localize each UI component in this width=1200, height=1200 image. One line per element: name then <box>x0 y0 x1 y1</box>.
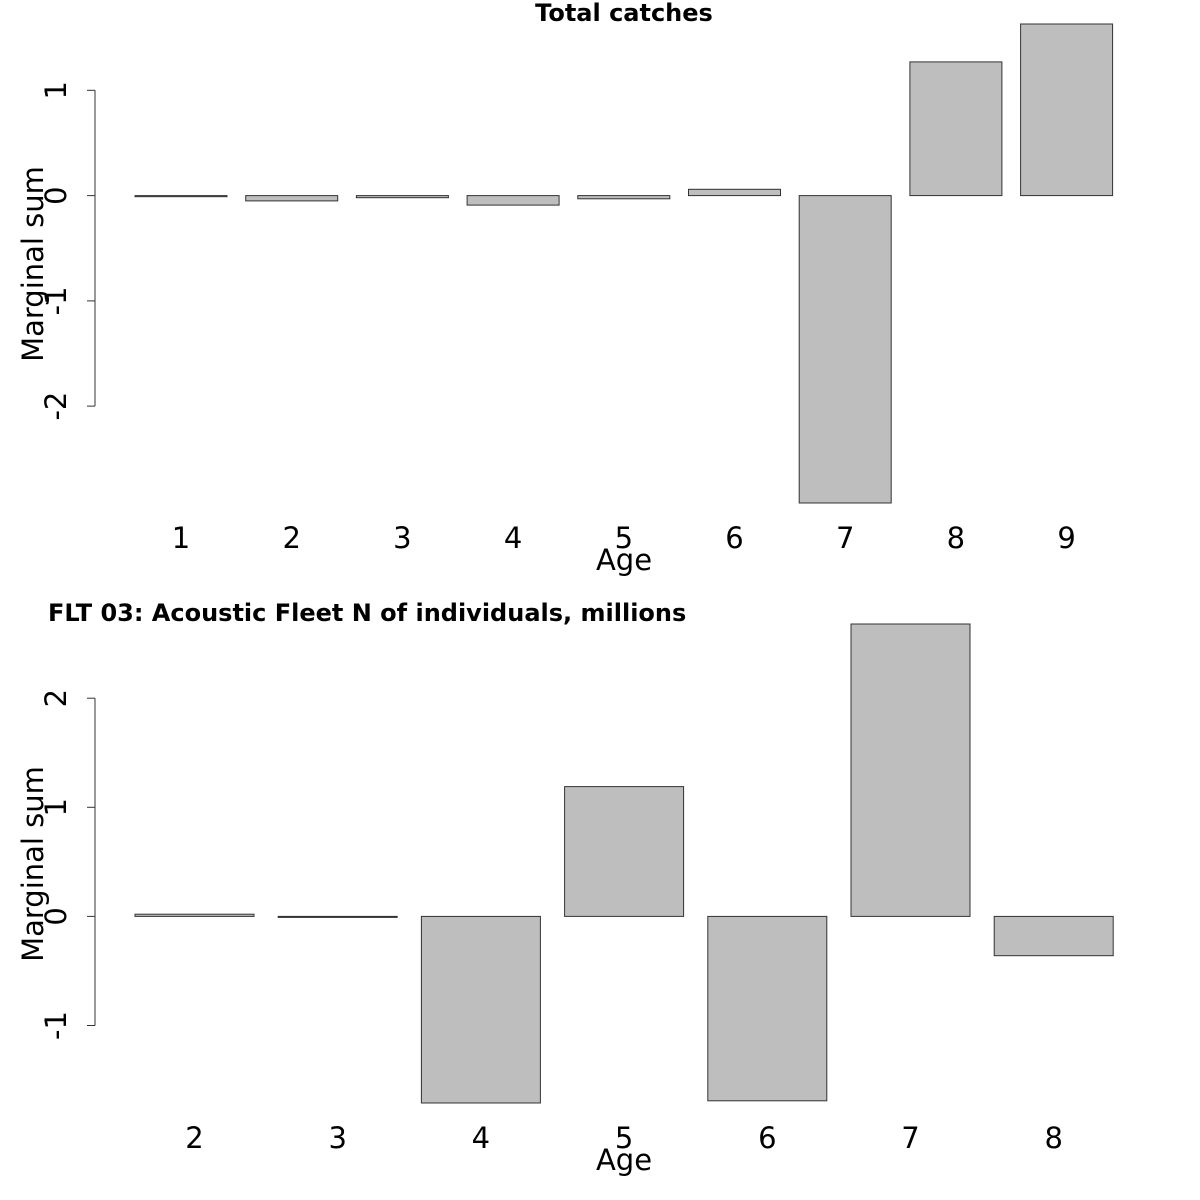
y-tick-label: -2 <box>39 392 73 421</box>
panel-total-catches: Total catches Age Marginal sum -2 -1 0 1 1 2… <box>16 0 1114 577</box>
x-tick-label: 6 <box>725 521 743 555</box>
x-tick-labels: 2 3 4 5 6 7 8 <box>185 1121 1063 1155</box>
x-tick-labels: 1 2 3 4 5 6 7 8 9 <box>172 521 1076 555</box>
y-tick-label: -1 <box>39 286 73 315</box>
x-tick-label: 9 <box>1057 521 1075 555</box>
bar-group <box>134 623 1114 1104</box>
x-tick-label: 7 <box>836 521 854 555</box>
bar-age-7 <box>850 623 971 917</box>
bar-age-1 <box>134 195 228 198</box>
chart-title: Total catches <box>535 0 713 27</box>
bar-age-6 <box>707 915 828 1102</box>
x-tick-label: 8 <box>1044 1121 1062 1155</box>
bar-age-4 <box>466 195 560 206</box>
panel-acoustic-fleet: FLT 03: Acoustic Fleet N of individuals,… <box>16 599 1114 1177</box>
bar-age-4 <box>420 915 541 1104</box>
x-tick-label: 8 <box>947 521 965 555</box>
x-tick-label: 3 <box>328 1121 346 1155</box>
y-axis-label: Marginal sum <box>16 766 50 962</box>
y-tick-label: 0 <box>39 907 73 925</box>
y-tick-label: -1 <box>39 1011 73 1040</box>
x-tick-label: 2 <box>185 1121 203 1155</box>
bar-age-2 <box>245 195 339 202</box>
y-tick-label: 2 <box>39 689 73 707</box>
x-tick-label: 2 <box>282 521 300 555</box>
x-tick-label: 4 <box>472 1121 490 1155</box>
y-tick-label: 0 <box>39 186 73 204</box>
x-tick-label: 3 <box>393 521 411 555</box>
bar-age-6 <box>688 188 781 197</box>
y-tick-label: 1 <box>39 81 73 99</box>
bar-age-8 <box>909 61 1003 197</box>
x-axis-label: Age <box>596 543 652 577</box>
bar-age-3 <box>355 195 449 199</box>
bar-age-7 <box>798 195 892 504</box>
x-tick-label: 4 <box>504 521 522 555</box>
bar-age-3 <box>277 915 398 918</box>
y-axis: -1 0 1 2 <box>39 689 96 1040</box>
y-tick-label: 1 <box>39 798 73 816</box>
bar-age-5 <box>564 786 685 917</box>
x-tick-label: 7 <box>901 1121 919 1155</box>
bar-age-5 <box>577 195 671 200</box>
bar-age-2 <box>134 913 255 917</box>
y-axis: -2 -1 0 1 <box>39 81 96 421</box>
bar-age-9 <box>1020 23 1114 197</box>
x-tick-label: 6 <box>758 1121 776 1155</box>
bar-age-8 <box>993 915 1114 957</box>
y-axis-label: Marginal sum <box>16 166 50 362</box>
x-tick-label: 1 <box>172 521 190 555</box>
chart-title: FLT 03: Acoustic Fleet N of individuals,… <box>48 599 686 627</box>
x-tick-label: 5 <box>615 521 633 555</box>
x-tick-label: 5 <box>615 1121 633 1155</box>
x-axis-label: Age <box>596 1143 652 1177</box>
bar-group <box>134 23 1114 504</box>
